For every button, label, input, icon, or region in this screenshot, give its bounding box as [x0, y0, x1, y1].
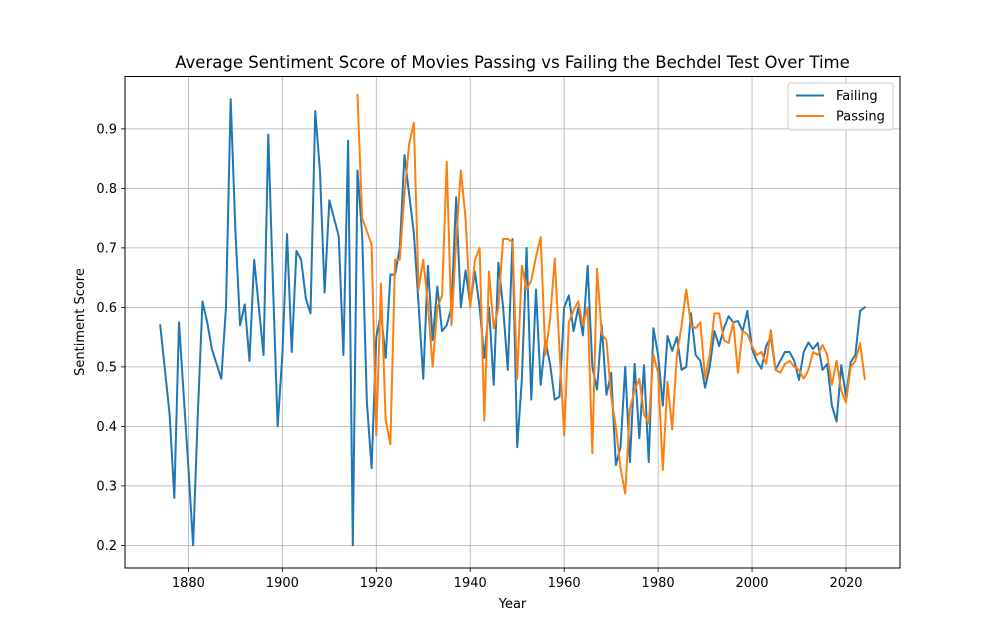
x-tick-label: 2000: [735, 576, 768, 591]
legend-label-failing: Failing: [836, 89, 878, 104]
legend: Failing Passing: [787, 82, 894, 131]
y-axis-ticks: 0.2 0.3 0.4 0.5 0.6 0.7 0.8 0.9: [96, 122, 125, 554]
y-tick-label: 0.6: [96, 301, 117, 316]
x-tick-label: 1980: [642, 576, 675, 591]
y-tick-label: 0.2: [96, 539, 117, 554]
series-lines: [159, 93, 867, 547]
x-tick-label: 1960: [548, 576, 581, 591]
plot-area: [124, 76, 901, 569]
x-axis-ticks: 1880 1900 1920 1940 1960 1980 2000 2020: [172, 568, 863, 591]
y-tick-label: 0.5: [96, 360, 117, 375]
y-tick-label: 0.4: [96, 420, 117, 435]
series-line-passing: [356, 93, 866, 495]
y-tick-label: 0.9: [96, 122, 117, 137]
y-tick-label: 0.3: [96, 479, 117, 494]
axes-frame: [124, 76, 901, 569]
x-axis-label: Year: [498, 597, 527, 612]
y-tick-label: 0.7: [96, 241, 117, 256]
x-tick-label: 1940: [454, 576, 487, 591]
x-tick-label: 2020: [829, 576, 862, 591]
y-tick-label: 0.8: [96, 182, 117, 197]
chart-title: Average Sentiment Score of Movies Passin…: [175, 53, 850, 72]
y-axis-label: Sentiment Score: [73, 268, 88, 376]
x-tick-label: 1880: [172, 576, 205, 591]
legend-label-passing: Passing: [836, 110, 885, 125]
x-tick-label: 1920: [360, 576, 393, 591]
x-tick-label: 1900: [266, 576, 299, 591]
series-line-failing: [159, 98, 867, 547]
